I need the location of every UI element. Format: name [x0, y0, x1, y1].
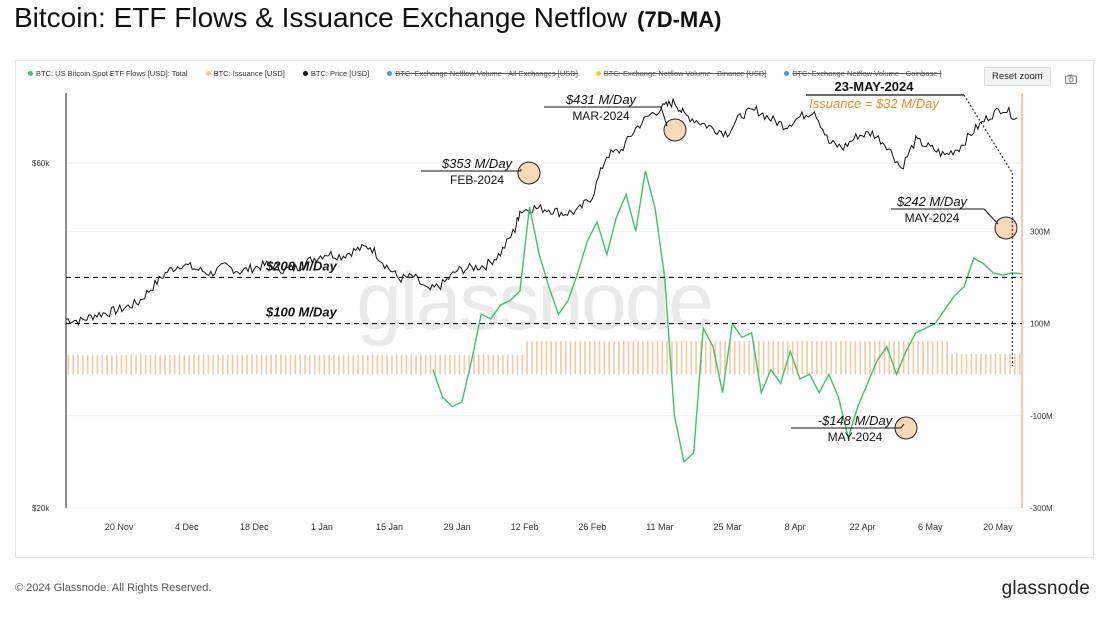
legend-dot-icon	[784, 71, 790, 76]
annotation-date: MAY-2024	[905, 211, 960, 225]
x-axis-tick-label: 1 Jan	[311, 522, 333, 532]
x-axis-tick-label: 20 May	[983, 522, 1013, 532]
legend-label: BTC: Price [USD]	[310, 69, 370, 78]
x-axis-tick-label: 15 Jan	[376, 522, 403, 532]
x-axis-tick-label: 20 Nov	[105, 522, 134, 532]
annotation-leader	[900, 423, 905, 429]
annotation-value: $353 M/Day	[441, 156, 514, 171]
legend-label: BTC: US Bitcoin Spot ETF Flows [USD]: To…	[36, 69, 188, 78]
annotation-value: $431 M/Day	[565, 92, 638, 107]
x-axis-tick-label: 18 Dec	[240, 522, 269, 532]
right-axis-tick-label: 300M	[1030, 227, 1050, 236]
reference-line-label: $200 M/Day	[265, 258, 338, 273]
reset-zoom-button[interactable]: Reset zoom	[984, 67, 1051, 86]
camera-icon[interactable]	[1065, 71, 1077, 89]
legend-dot-icon	[387, 71, 393, 76]
footer-brand-logo: glassnode	[1001, 578, 1090, 599]
annotation-date: MAY-2024	[828, 430, 883, 444]
legend-item[interactable]: BTC: Exchange Netflow Volume - All Excha…	[387, 69, 578, 78]
chart-svg: glassnode $60k $20k 300M 100M -100M -300M 20 No…	[32, 79, 1053, 532]
legend-item[interactable]: BTC: Price [USD]	[302, 69, 370, 78]
x-axis-tick-label: 6 May	[918, 522, 943, 532]
legend-dot-icon	[595, 71, 601, 76]
left-axis-tick-label: $60k	[32, 159, 50, 168]
legend-dot-icon	[302, 71, 308, 76]
annotation-marker	[663, 118, 687, 142]
legend-item[interactable]: BTC: Exchange Netflow Volume - Coinbase …	[784, 69, 942, 78]
right-axis-tick-label: -300M	[1030, 504, 1053, 513]
page-title-text: Bitcoin: ETF Flows & Issuance Exchange N…	[14, 2, 628, 33]
legend-dot-icon	[28, 71, 33, 76]
legend-item[interactable]: BTC: Issuance [USD]	[205, 69, 285, 78]
page-title: Bitcoin: ETF Flows & Issuance Exchange N…	[14, 2, 721, 34]
x-axis-tick-label: 26 Feb	[578, 522, 606, 532]
x-axis-tick-label: 12 Feb	[511, 522, 539, 532]
chart-legend: BTC: US Bitcoin Spot ETF Flows [USD]: To…	[28, 69, 942, 78]
page-title-suffix: (7D-MA)	[637, 7, 722, 32]
legend-dot-icon	[205, 71, 211, 76]
annotation-marker	[994, 216, 1018, 240]
legend-label: BTC: Exchange Netflow Volume - All Excha…	[395, 69, 578, 78]
x-axis-tick-label: 25 Mar	[713, 522, 741, 532]
right-axis-tick-label: 100M	[1030, 320, 1050, 329]
annotation-leader	[983, 208, 999, 225]
highlight-date: 23-MAY-2024	[834, 79, 914, 94]
highlight-leader	[963, 94, 1013, 174]
highlight-note: Issuance = $32 M/Day	[809, 96, 940, 111]
price-series-line	[65, 98, 1018, 326]
etf-flows-series-line	[432, 170, 1023, 464]
right-axis-tick-label: -100M	[1030, 412, 1053, 421]
x-axis-tick-label: 8 Apr	[785, 522, 806, 532]
annotation-value: -$148 M/Day	[818, 413, 894, 428]
x-axis-tick-label: 29 Jan	[444, 522, 471, 532]
legend-label: BTC: Exchange Netflow Volume - Binance […	[603, 69, 767, 78]
legend-item[interactable]: BTC: Exchange Netflow Volume - Binance […	[595, 69, 767, 78]
annotation-date: FEB-2024	[450, 173, 504, 187]
annotation-date: MAR-2024	[572, 109, 630, 123]
reference-line-label: $100 M/Day	[265, 305, 338, 320]
legend-item[interactable]: BTC: US Bitcoin Spot ETF Flows [USD]: To…	[28, 69, 188, 78]
x-axis-tick-label: 22 Apr	[850, 522, 876, 532]
chart-frame: glassnode $60k $20k 300M 100M -100M -300M 20 No…	[15, 60, 1094, 558]
watermark: glassnode	[356, 256, 712, 347]
legend-label: BTC: Issuance [USD]	[213, 69, 285, 78]
x-axis-tick-label: 11 Mar	[646, 522, 673, 532]
legend-label: BTC: Exchange Netflow Volume - Coinbase …	[792, 69, 942, 78]
annotation-marker	[517, 161, 541, 185]
x-axis-tick-label: 4 Dec	[175, 522, 199, 532]
footer-copyright: © 2024 Glassnode. All Rights Reserved.	[15, 582, 212, 594]
left-axis-tick-label: $20k	[32, 504, 50, 513]
annotation-value: $242 M/Day	[896, 194, 969, 209]
annotation-leader	[660, 106, 668, 127]
